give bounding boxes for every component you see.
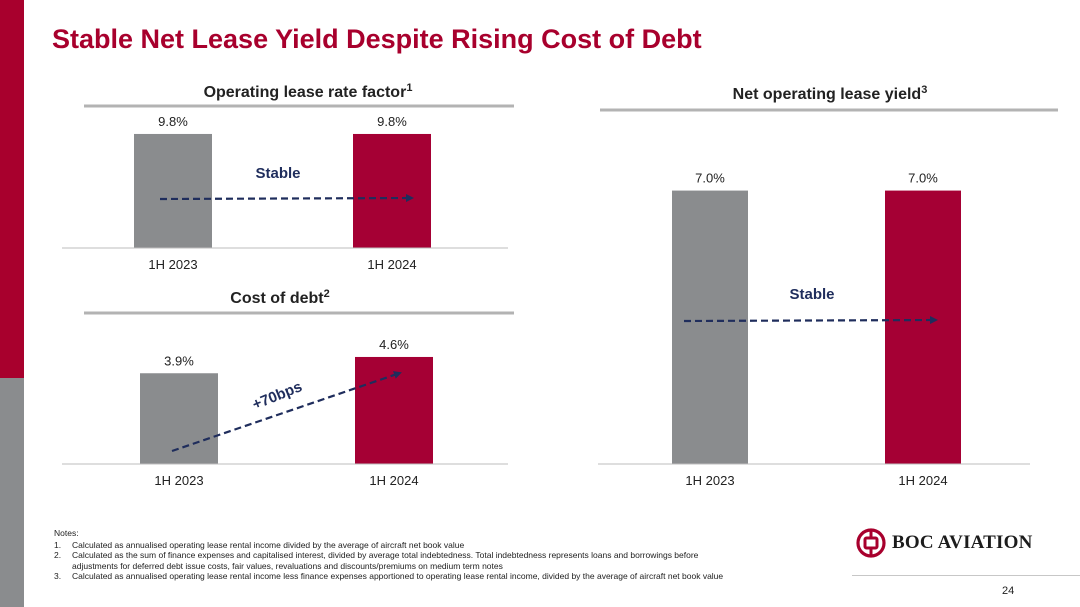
note-number: 2. [54,550,62,561]
chart-net-yield-trend-arrow [683,316,938,325]
note-item: 1. Calculated as annualised operating le… [54,540,734,551]
chart-lease-rate-trend-arrow [159,194,414,203]
lease-rate-category-label-1: 1H 2023 [148,257,197,272]
cost-debt-category-label-1: 1H 2023 [154,473,203,488]
note-number: 3. [54,571,62,582]
note-number: 1. [54,539,62,550]
net-yield-value-label-2: 7.0% [908,171,938,186]
lease-rate-value-label-2: 9.8% [377,114,407,129]
chart-net-yield-bars: 7.0% 1H 2023 7.0% 1H 2024 [672,171,961,488]
net-yield-category-label-2: 1H 2024 [898,473,947,488]
chart-net-yield-annotation: Stable [789,286,834,303]
left-accent-stripe-gray [0,378,24,607]
footer-divider [852,575,1080,576]
cost-debt-value-label-1: 3.9% [164,353,194,368]
chart-lease-rate-title: Operating lease rate factor1 [204,82,413,101]
note-text: Calculated as the sum of finance expense… [72,550,699,571]
chart-cost-debt-annotation: +70bps [250,378,305,413]
cost-debt-category-label-2: 1H 2024 [369,473,418,488]
chart-lease-rate: Operating lease rate factor1 9.8% 1H 2023… [62,82,514,272]
note-item: 3. Calculated as annualised operating le… [54,571,734,582]
boc-aviation-logo: BOC AVIATION [856,528,1033,558]
cost-debt-value-label-2: 4.6% [379,337,409,352]
page-number: 24 [1002,585,1015,597]
cost-debt-bar-1 [140,373,218,464]
net-yield-bar-2 [885,190,961,464]
chart-lease-rate-bars: 9.8% 1H 2023 9.8% 1H 2024 [134,114,431,272]
boc-logo-icon [856,528,886,558]
chart-net-yield: Net operating lease yield3 7.0%1H 20237.… [598,84,1058,488]
cost-debt-bar-2 [355,356,433,464]
lease-rate-category-label-2: 1H 2024 [367,257,416,272]
chart-cost-debt-title: Cost of debt2 [230,288,329,307]
chart-net-yield-title: Net operating lease yield3 [733,84,928,103]
note-text: Calculated as annualised operating lease… [72,539,465,550]
lease-rate-value-label-1: 9.8% [158,114,188,129]
left-accent-stripe-red [0,0,24,378]
slide-title: Stable Net Lease Yield Despite Rising Co… [52,24,702,54]
lease-rate-bar-1 [134,133,212,248]
chart-lease-rate-annotation: Stable [255,165,300,182]
note-item: 2. Calculated as the sum of finance expe… [54,550,734,571]
chart-cost-debt-trend-arrow [171,371,402,453]
note-text: Calculated as annualised operating lease… [72,571,724,582]
footnotes: Notes: 1. Calculated as annualised opera… [54,528,734,582]
net-yield-value-label-1: 7.0% [695,171,725,186]
logo-text: BOC AVIATION [892,532,1033,553]
chart-cost-debt: Cost of debt2 3.9% 1H 2023 4.6% 1H 2024 +70… [62,288,514,488]
net-yield-bar-1 [672,190,748,464]
chart-cost-debt-bars: 3.9% 1H 2023 4.6% 1H 2024 [140,337,433,488]
notes-heading: Notes: [54,528,79,538]
net-yield-category-label-1: 1H 2023 [685,473,734,488]
lease-rate-bar-2 [353,133,431,248]
